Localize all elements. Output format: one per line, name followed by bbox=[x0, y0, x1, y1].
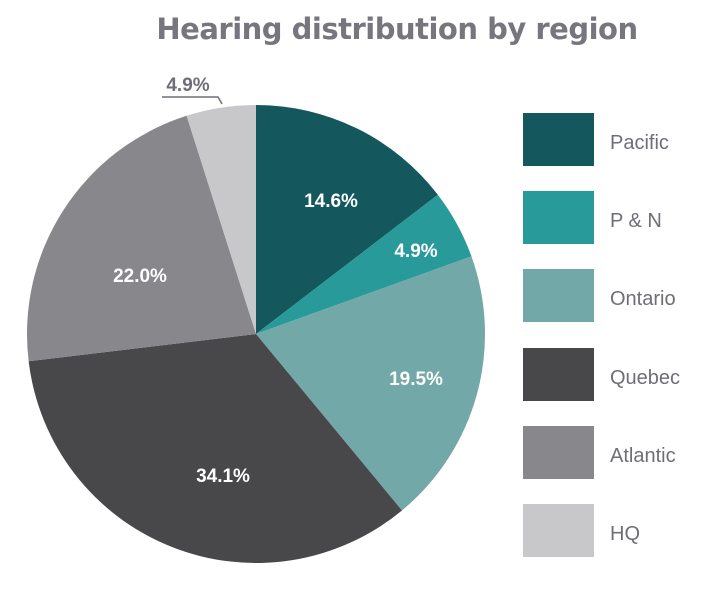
legend-swatch bbox=[523, 426, 594, 479]
legend-item-quebec: Quebec bbox=[523, 348, 713, 402]
pie-slice-pacific bbox=[256, 105, 438, 334]
pie-slice-ontario bbox=[256, 256, 485, 511]
slice-label-pacific: 14.6% bbox=[304, 191, 358, 212]
legend-swatch bbox=[523, 348, 594, 401]
slice-label-atlantic: 22.0% bbox=[113, 266, 167, 287]
legend-swatch bbox=[523, 113, 594, 166]
pie-slice-hq bbox=[186, 105, 256, 334]
legend-label: Pacific bbox=[610, 132, 669, 154]
pie-slice-atlantic bbox=[26, 115, 256, 362]
legend-swatch bbox=[523, 269, 594, 322]
legend-swatch bbox=[523, 504, 594, 557]
legend-item-ontario: Ontario bbox=[523, 269, 713, 323]
legend-item-pn: P & N bbox=[523, 191, 713, 245]
legend-label: Atlantic bbox=[610, 445, 676, 467]
legend-item-atlantic: Atlantic bbox=[523, 426, 713, 480]
legend-label: Quebec bbox=[610, 367, 681, 389]
legend-label: Ontario bbox=[610, 288, 676, 310]
leader-line bbox=[162, 96, 223, 105]
legend-item-pacific: Pacific bbox=[523, 113, 713, 167]
pie-slice-p-n bbox=[256, 194, 472, 334]
slice-labels: 14.6% 4.9% 19.5% 34.1% 22.0% bbox=[113, 191, 443, 487]
chart-title: Hearing distribution by region bbox=[156, 12, 638, 46]
slice-label-pn: 4.9% bbox=[394, 241, 437, 262]
pie-slices bbox=[26, 105, 485, 563]
slice-label-hq: 4.9% bbox=[166, 75, 209, 96]
legend-item-hq: HQ bbox=[523, 504, 713, 558]
hq-callout: 4.9% bbox=[162, 75, 223, 105]
legend-label: HQ bbox=[610, 523, 640, 545]
legend-swatch bbox=[523, 191, 594, 244]
slice-label-ontario: 19.5% bbox=[389, 369, 443, 390]
slice-label-quebec: 34.1% bbox=[196, 466, 250, 487]
pie-slice-quebec bbox=[28, 334, 402, 563]
legend-label: P & N bbox=[610, 210, 662, 232]
